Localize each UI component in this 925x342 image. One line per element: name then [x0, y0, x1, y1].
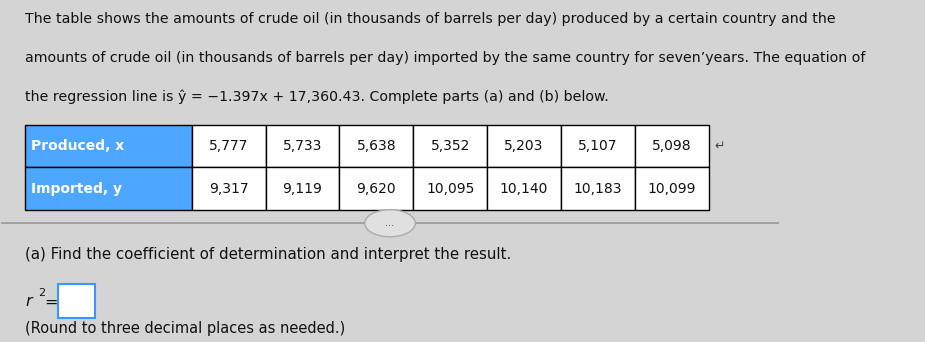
Text: =: =	[44, 294, 57, 310]
Text: 9,119: 9,119	[283, 182, 323, 196]
Bar	[413, 125, 487, 167]
Bar	[191, 125, 265, 167]
Text: 2: 2	[38, 288, 45, 298]
Text: (a) Find the coefficient of determination and interpret the result.: (a) Find the coefficient of determinatio…	[25, 247, 511, 262]
Bar	[339, 125, 413, 167]
Bar	[265, 125, 339, 167]
Text: ↵: ↵	[714, 140, 724, 153]
Bar	[561, 125, 635, 167]
Bar	[58, 284, 95, 318]
Text: 5,107: 5,107	[578, 139, 618, 153]
Bar	[487, 125, 561, 167]
Text: 9,317: 9,317	[209, 182, 249, 196]
Text: 10,183: 10,183	[574, 182, 623, 196]
Text: 5,777: 5,777	[209, 139, 249, 153]
Ellipse shape	[364, 210, 415, 237]
Text: Imported, y: Imported, y	[31, 182, 122, 196]
Bar	[413, 167, 487, 210]
Text: 5,352: 5,352	[430, 139, 470, 153]
Bar	[25, 167, 191, 210]
Bar	[265, 167, 339, 210]
Text: r: r	[26, 294, 32, 310]
Text: 5,098: 5,098	[652, 139, 692, 153]
Text: ...: ...	[386, 218, 394, 228]
Text: The table shows the amounts of crude oil (in thousands of barrels per day) produ: The table shows the amounts of crude oil…	[25, 12, 835, 26]
Bar	[339, 167, 413, 210]
Text: 5,638: 5,638	[356, 139, 396, 153]
Bar	[561, 167, 635, 210]
Text: 5,733: 5,733	[283, 139, 322, 153]
Bar	[635, 167, 709, 210]
Bar	[25, 125, 191, 167]
Text: Produced, x: Produced, x	[31, 139, 124, 153]
Text: (Round to three decimal places as needed.): (Round to three decimal places as needed…	[26, 321, 346, 337]
Text: amounts of crude oil (in thousands of barrels per day) imported by the same coun: amounts of crude oil (in thousands of ba…	[25, 51, 865, 65]
Bar	[191, 167, 265, 210]
Bar	[487, 167, 561, 210]
Text: 10,099: 10,099	[648, 182, 696, 196]
Bar	[635, 125, 709, 167]
Text: 10,095: 10,095	[426, 182, 475, 196]
Text: the regression line is ŷ = −1.397x + 17,360.43. Complete parts (a) and (b) below: the regression line is ŷ = −1.397x + 17,…	[25, 90, 609, 104]
Text: 5,203: 5,203	[504, 139, 544, 153]
Text: 10,140: 10,140	[500, 182, 549, 196]
Text: 9,620: 9,620	[356, 182, 396, 196]
